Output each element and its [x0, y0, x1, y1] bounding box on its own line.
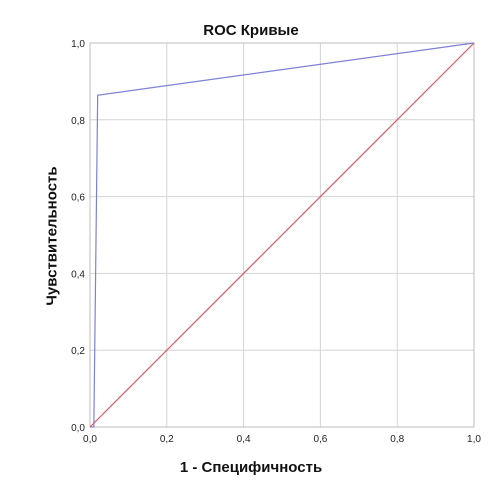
y-tick-label: 0,0: [71, 423, 85, 434]
x-tick-label: 1,0: [467, 434, 481, 445]
y-tick-label: 1,0: [71, 39, 85, 50]
y-tick-label: 0,4: [71, 269, 85, 280]
y-tick-label: 0,6: [71, 193, 85, 204]
tick-labels: 0,00,0 0,2 0,2 0,4 0,4 0,6 0,6 0,8 0,8 1,0 1,0: [71, 39, 481, 445]
grid: [90, 43, 474, 427]
roc-curve-line: [90, 42, 475, 428]
y-tick-label: 0,8: [71, 116, 85, 127]
y-tick-label: 0,2: [71, 346, 85, 357]
x-tick-label: 0,0: [83, 434, 97, 445]
x-axis-label: 1 - Специфичность: [179, 459, 323, 476]
x-tick-label: 0,8: [390, 434, 404, 445]
chart-title: ROC Кривые: [203, 22, 299, 39]
plot-frame: [89, 42, 475, 428]
reference-diagonal-line: [89, 42, 475, 428]
series-layer: [89, 42, 475, 428]
x-tick-label: 0,4: [237, 434, 251, 445]
x-tick-label: 0,2: [160, 434, 174, 445]
x-tick-label: 0,6: [313, 434, 327, 445]
